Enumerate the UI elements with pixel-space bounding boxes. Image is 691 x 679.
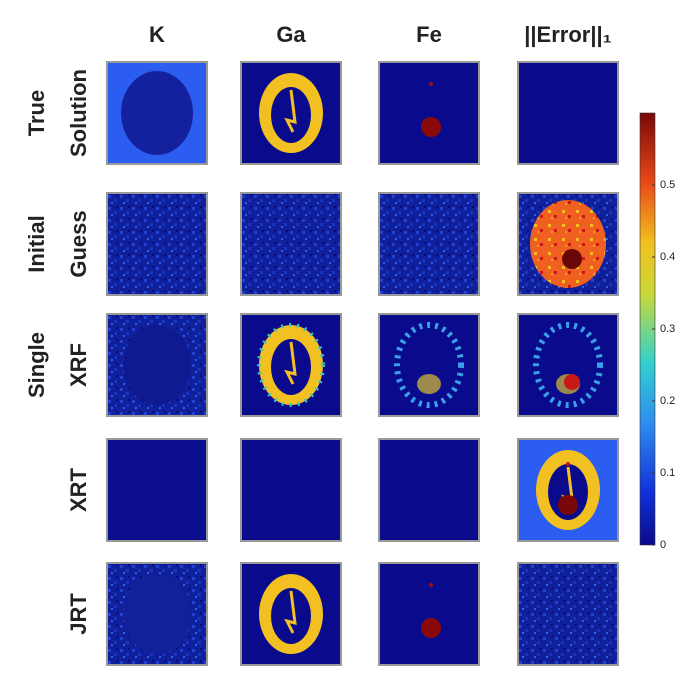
image-panel bbox=[378, 313, 480, 417]
image-panel bbox=[517, 562, 619, 666]
panel-border bbox=[240, 61, 342, 165]
image-panel bbox=[517, 192, 619, 296]
row-label: JRT bbox=[66, 593, 91, 635]
colorbar-tick-label: 0.3 bbox=[660, 323, 675, 335]
region bbox=[284, 89, 297, 133]
pixel-bg bbox=[241, 439, 341, 541]
panel-border bbox=[517, 562, 619, 666]
panel-border bbox=[517, 192, 619, 296]
panel-border bbox=[240, 313, 342, 417]
image-panel bbox=[240, 562, 342, 666]
region bbox=[530, 200, 606, 288]
image-panel bbox=[378, 438, 480, 542]
panel-border bbox=[378, 192, 480, 296]
image-panel bbox=[517, 313, 619, 417]
region bbox=[533, 322, 603, 408]
region bbox=[257, 323, 325, 407]
region bbox=[421, 618, 441, 638]
image-panel bbox=[517, 438, 619, 542]
image-panel bbox=[517, 61, 619, 165]
region bbox=[121, 71, 193, 155]
region bbox=[562, 249, 582, 269]
row-label: Guess bbox=[66, 210, 91, 277]
panel-border bbox=[378, 313, 480, 417]
colorbar-tick-label: 0.2 bbox=[660, 395, 675, 407]
panel-border bbox=[378, 438, 480, 542]
column-label: ||Error||₁ bbox=[524, 22, 612, 47]
region bbox=[417, 374, 441, 394]
pixel-bg bbox=[518, 563, 618, 665]
pixel-bg bbox=[518, 62, 618, 164]
colorbar-tick-label: 0.4 bbox=[660, 251, 675, 263]
image-panel bbox=[240, 192, 342, 296]
image-panel bbox=[240, 313, 342, 417]
region bbox=[123, 574, 191, 654]
region bbox=[566, 462, 570, 466]
colorbar-tick-label: 0 bbox=[660, 539, 666, 551]
region bbox=[548, 464, 588, 520]
image-panel bbox=[106, 61, 208, 165]
image-panel bbox=[240, 438, 342, 542]
panel-border bbox=[106, 61, 208, 165]
column-label: K bbox=[149, 22, 165, 47]
pixel-bg bbox=[379, 563, 479, 665]
pixel-bg bbox=[241, 193, 341, 295]
colorbar-tick-label: 0.5 bbox=[660, 179, 675, 191]
region bbox=[394, 322, 464, 408]
panel-border bbox=[240, 192, 342, 296]
column-label: Ga bbox=[276, 22, 306, 47]
region bbox=[429, 82, 433, 86]
row-label: XRT bbox=[66, 467, 91, 512]
row-label: Initial bbox=[24, 215, 49, 272]
image-panel bbox=[106, 562, 208, 666]
region bbox=[271, 588, 311, 644]
pixel-bg bbox=[379, 193, 479, 295]
image-panel bbox=[106, 192, 208, 296]
image-panel bbox=[240, 61, 342, 165]
pixel-bg bbox=[379, 62, 479, 164]
pixel-bg bbox=[379, 439, 479, 541]
region bbox=[429, 583, 433, 587]
panel-border bbox=[517, 313, 619, 417]
panel-border bbox=[240, 562, 342, 666]
panel-border bbox=[106, 313, 208, 417]
pixel-bg bbox=[107, 439, 207, 541]
region bbox=[558, 495, 578, 515]
panel-border bbox=[517, 61, 619, 165]
region bbox=[421, 117, 441, 137]
image-panel bbox=[378, 61, 480, 165]
panel-border bbox=[106, 562, 208, 666]
panel-border bbox=[106, 438, 208, 542]
panel-border bbox=[378, 562, 480, 666]
region bbox=[271, 87, 311, 143]
row-label: Single bbox=[24, 332, 49, 398]
panels bbox=[106, 61, 619, 666]
panel-border bbox=[517, 438, 619, 542]
panel-border bbox=[106, 192, 208, 296]
column-label: Fe bbox=[416, 22, 442, 47]
region bbox=[123, 325, 191, 405]
image-panel bbox=[378, 562, 480, 666]
colorbar-tick-label: 0.1 bbox=[660, 467, 675, 479]
region bbox=[564, 374, 580, 390]
image-panel bbox=[378, 192, 480, 296]
region bbox=[271, 339, 311, 395]
image-panel bbox=[106, 313, 208, 417]
image-panel bbox=[106, 438, 208, 542]
panel-border bbox=[378, 61, 480, 165]
region bbox=[284, 341, 297, 385]
row-label: Solution bbox=[66, 69, 91, 157]
pixel-bg bbox=[107, 193, 207, 295]
row-label: XRF bbox=[66, 343, 91, 387]
region bbox=[284, 590, 297, 634]
row-label: True bbox=[24, 90, 49, 136]
panel-border bbox=[240, 438, 342, 542]
